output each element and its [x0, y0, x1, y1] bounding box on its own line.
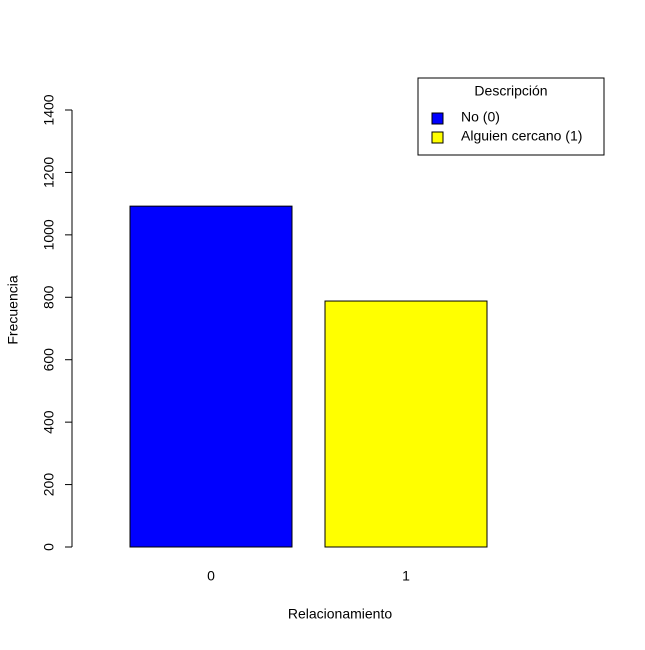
x-tick-label: 1: [402, 568, 410, 584]
y-tick-label: 0: [41, 543, 57, 551]
x-axis-label: Relacionamiento: [288, 606, 392, 622]
legend-label: Alguien cercano (1): [461, 128, 582, 144]
y-axis-label: Frecuencia: [5, 275, 21, 344]
y-tick-label: 600: [41, 348, 57, 372]
y-tick-label: 1400: [41, 94, 57, 125]
legend-swatch: [431, 112, 444, 125]
y-tick-label: 1200: [41, 157, 57, 188]
legend-label: No (0): [461, 109, 500, 125]
legend-box: [417, 77, 605, 156]
bar: [129, 205, 293, 548]
y-tick-label: 1000: [41, 219, 57, 250]
y-tick-label: 800: [41, 285, 57, 309]
y-tick-label: 400: [41, 410, 57, 434]
legend-swatch: [431, 131, 444, 144]
bar: [324, 300, 488, 548]
x-tick-label: 0: [207, 568, 215, 584]
legend-title: Descripción: [474, 83, 547, 99]
y-tick-label: 200: [41, 473, 57, 497]
